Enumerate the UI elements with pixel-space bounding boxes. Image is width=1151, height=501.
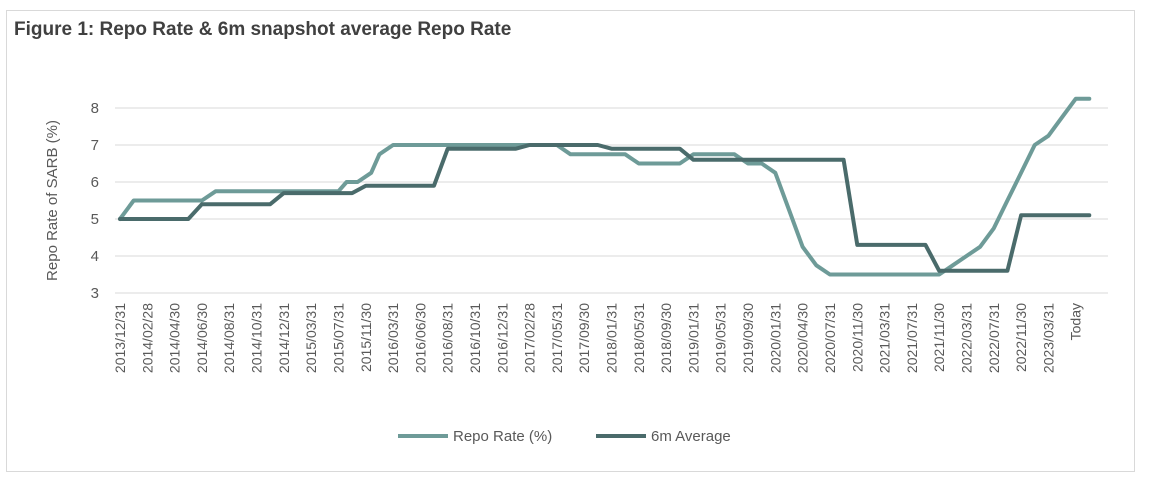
x-tick-label: 2017/09/30 (576, 303, 592, 373)
x-tick-label: 2019/01/31 (685, 303, 701, 373)
x-tick-label: 2017/05/31 (549, 303, 565, 373)
x-tick-label: 2016/03/31 (385, 303, 401, 373)
x-tick-label: 2016/08/31 (440, 303, 456, 373)
x-tick-label: 2017/02/28 (522, 303, 538, 373)
x-tick-label: 2020/11/30 (849, 303, 865, 372)
y-tick-label: 6 (91, 174, 99, 191)
x-tick-label: 2021/07/31 (904, 303, 920, 373)
legend: Repo Rate (%) 6m Average (398, 428, 731, 445)
x-tick-label: 2014/12/31 (276, 303, 292, 373)
y-tick-label: 3 (91, 285, 99, 302)
x-tick-label: 2023/03/31 (1040, 303, 1056, 373)
x-tick-label: Today (1068, 303, 1084, 340)
series-line-6m-average (118, 143, 1092, 273)
x-tick-label: 2014/10/31 (249, 303, 265, 373)
series-line-repo-rate (118, 96, 1092, 277)
y-tick-label: 8 (91, 100, 99, 117)
y-axis-ticks: 3 4 5 6 7 8 (91, 100, 99, 302)
x-tick-label: 2022/07/31 (986, 303, 1002, 373)
x-tick-label: 2022/11/30 (1013, 303, 1029, 372)
x-tick-label: 2014/06/30 (194, 303, 210, 373)
x-tick-label: 2022/03/31 (958, 303, 974, 373)
x-tick-label: 2016/06/30 (412, 303, 428, 373)
y-tick-label: 4 (91, 248, 99, 265)
y-axis-title: Repo Rate of SARB (%) (44, 120, 61, 281)
x-tick-label: 2020/04/30 (795, 303, 811, 373)
x-tick-label: 2015/07/31 (330, 303, 346, 373)
x-tick-label: 2021/03/31 (877, 303, 893, 373)
x-tick-label: 2020/01/31 (767, 303, 783, 373)
chart-title: Figure 1: Repo Rate & 6m snapshot averag… (14, 19, 512, 40)
x-tick-label: 2019/09/30 (740, 303, 756, 373)
legend-label: Repo Rate (%) (453, 428, 552, 445)
series-lines (118, 96, 1092, 277)
x-tick-label: 2019/05/31 (713, 303, 729, 373)
x-tick-label: 2014/08/31 (221, 303, 237, 373)
gridlines (115, 107, 1108, 294)
x-tick-label: 2014/02/28 (139, 303, 155, 373)
x-tick-label: 2016/12/31 (494, 303, 510, 373)
x-tick-label: 2021/11/30 (931, 303, 947, 372)
x-tick-label: 2015/11/30 (358, 303, 374, 372)
x-tick-label: 2020/07/31 (822, 303, 838, 373)
y-tick-label: 7 (91, 137, 99, 154)
x-tick-label: 2014/04/30 (167, 303, 183, 373)
chart-frame (6, 10, 1135, 472)
x-axis-ticks: 2013/12/31 2014/02/28 2014/04/30 2014/06/30… (112, 303, 1084, 373)
x-tick-label: 2013/12/31 (112, 303, 128, 373)
x-tick-label: 2018/09/30 (658, 303, 674, 373)
x-tick-label: 2018/05/31 (631, 303, 647, 373)
x-tick-label: 2018/01/31 (604, 303, 620, 373)
x-tick-label: 2015/03/31 (303, 303, 319, 373)
y-tick-label: 5 (91, 211, 99, 228)
legend-label: 6m Average (651, 428, 731, 445)
x-tick-label: 2016/10/31 (467, 303, 483, 373)
